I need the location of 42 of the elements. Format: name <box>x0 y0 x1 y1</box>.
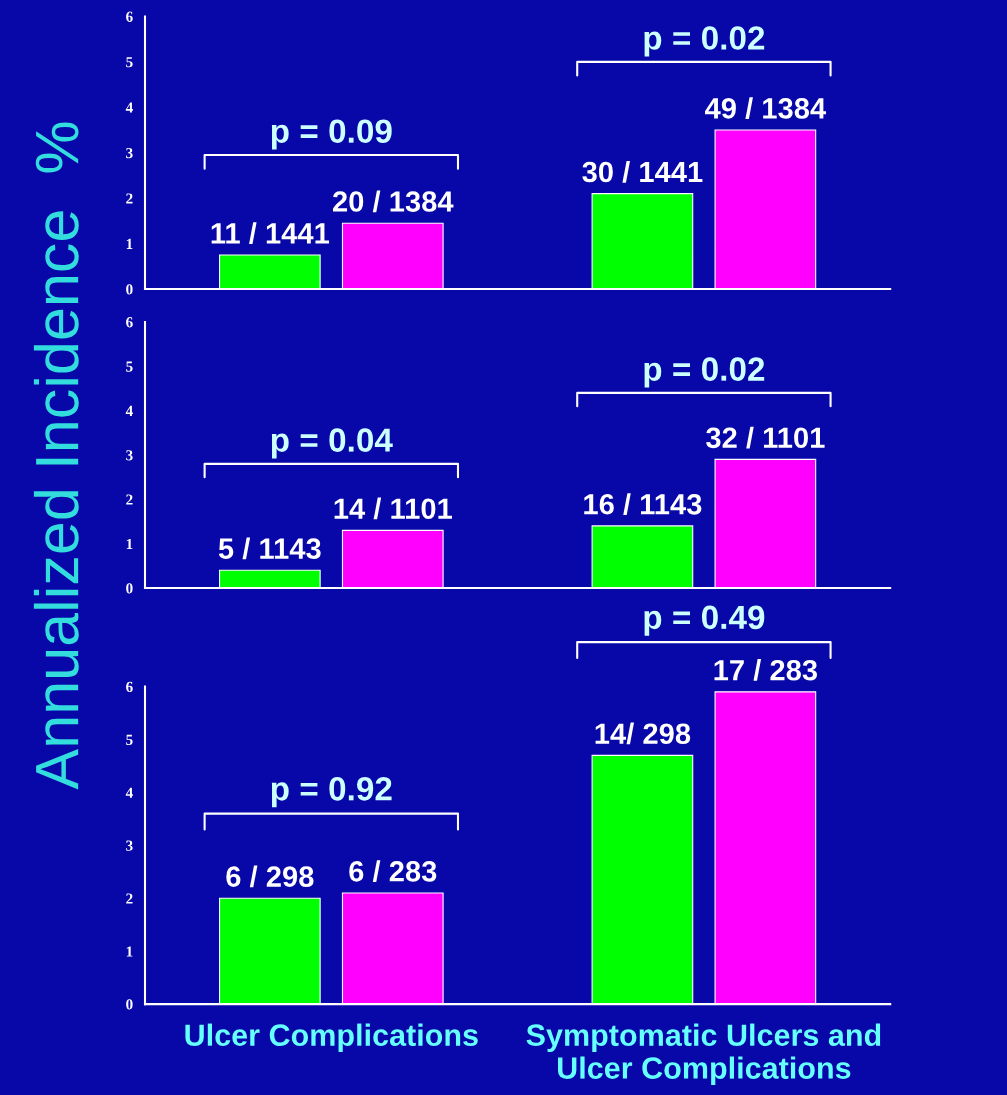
y-tick-label: 4 <box>125 787 133 798</box>
x-tick-label: Ulcer Complications <box>185 1023 478 1053</box>
annotation: p = 0.09 <box>271 119 392 150</box>
y-tick-label: 1 <box>126 238 133 249</box>
y-tick-label: 2 <box>126 193 133 204</box>
y-tick-label: 5 <box>126 57 133 68</box>
text: p = 0.49 <box>644 605 765 636</box>
annotation: 5 / 1143 <box>218 537 321 560</box>
annotation: p = 0.92 <box>271 777 392 808</box>
y-tick-label: 6 <box>126 317 133 328</box>
annotation: 6 / 283 <box>349 860 437 882</box>
annotation: 11 / 1441 <box>211 222 330 244</box>
y-tick-label: 2 <box>126 494 133 505</box>
y-tick-label: 6 <box>126 681 133 693</box>
y-tick-label: 4 <box>125 102 133 113</box>
y-tick-label: 1 <box>126 538 133 549</box>
annotation: 14 / 1101 <box>334 497 452 520</box>
y-tick-label: 3 <box>126 840 133 851</box>
annotation: p = 0.02 <box>644 26 765 57</box>
y-tick-label: 0 <box>126 284 133 295</box>
annotation: 49 / 1384 <box>705 97 827 120</box>
y-tick-label: 3 <box>126 147 133 159</box>
y-tick-label: 0 <box>126 583 133 594</box>
annotation: 17 / 283 <box>714 659 818 681</box>
y-tick-label: 6 <box>126 11 133 22</box>
annotation: 14/ 298 <box>595 722 691 745</box>
y-tick-label: 5 <box>126 734 133 745</box>
annotation: 32 / 1101 <box>706 426 825 449</box>
y-tick-label: 4 <box>125 405 133 416</box>
x-tick-label: Symptomatic Ulcers and Ulcer Complications <box>526 1023 881 1085</box>
y-tick-label: 3 <box>126 450 133 461</box>
y-tick-label: 5 <box>126 361 133 372</box>
annotation: 30 / 1441 <box>582 160 703 183</box>
annotation: 20 / 1384 <box>332 190 454 213</box>
annotation: 6 / 298 <box>226 865 314 888</box>
y-axis-title: Annualized Incidence % <box>33 122 79 790</box>
annotation: p = 0.02 <box>644 357 765 388</box>
y-tick-label: 1 <box>126 946 133 957</box>
annotation: 16 / 1143 <box>584 493 702 515</box>
y-tick-label: 0 <box>126 999 133 1010</box>
y-tick-label: 2 <box>126 893 133 904</box>
annotation: p = 0.04 <box>271 428 393 459</box>
